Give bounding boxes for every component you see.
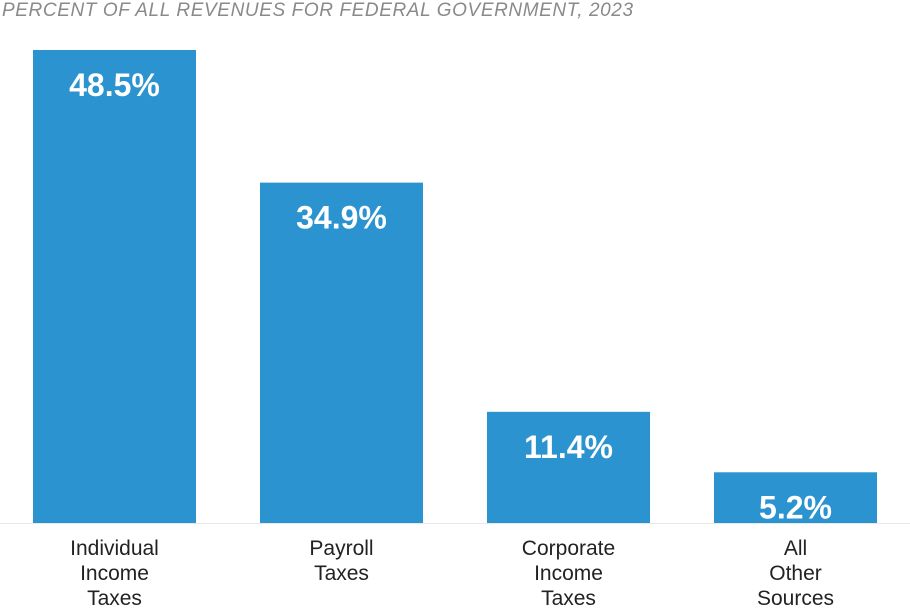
category-label-line: Taxes (314, 562, 369, 585)
category-label-line: Income (534, 562, 603, 585)
category-label-1: Payroll Taxes (309, 537, 373, 585)
bar-value-label-0: 48.5% (69, 67, 160, 103)
category-label-0: Individual Income Taxes (70, 537, 159, 608)
bar-3 (714, 472, 877, 523)
bar-value-label-1: 34.9% (296, 200, 387, 236)
category-label-line: Taxes (541, 587, 596, 608)
chart-title: PERCENT OF ALL REVENUES FOR FEDERAL GOVE… (2, 0, 634, 21)
category-label-line: Sources (757, 587, 834, 608)
category-label-line: Income (80, 562, 149, 585)
category-label-line: Individual (70, 537, 159, 560)
bar-2 (487, 411, 650, 523)
category-label-line: Taxes (87, 587, 142, 608)
bar-0 (33, 50, 196, 523)
bar-value-label-2: 11.4% (524, 429, 613, 465)
category-label-line: Payroll (309, 537, 373, 560)
category-label-2: Corporate Income Taxes (522, 537, 615, 608)
bar-1 (260, 182, 423, 523)
bar-value-label-3: 5.2% (759, 489, 832, 525)
category-label-3: All Other Sources (757, 537, 834, 608)
category-label-line: Other (769, 562, 822, 585)
category-label-line: All (784, 537, 807, 560)
category-label-line: Corporate (522, 537, 615, 560)
